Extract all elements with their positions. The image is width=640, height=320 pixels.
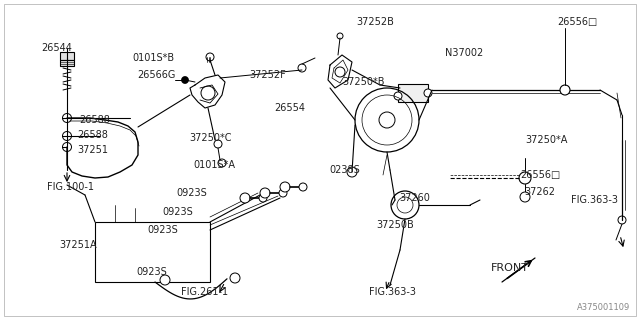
Text: 0101S*A: 0101S*A	[193, 160, 235, 170]
Circle shape	[299, 183, 307, 191]
Text: 37250*C: 37250*C	[189, 133, 232, 143]
Circle shape	[424, 89, 432, 97]
Text: 37250B: 37250B	[376, 220, 414, 230]
Text: 0923S: 0923S	[163, 207, 193, 217]
Text: 26556□: 26556□	[557, 17, 597, 27]
Bar	[60, 52, 74, 60]
Text: 26554: 26554	[275, 103, 305, 113]
Text: N37002: N37002	[445, 48, 483, 58]
Circle shape	[279, 189, 287, 197]
Text: 26588: 26588	[77, 130, 108, 140]
Text: 0923S: 0923S	[148, 225, 179, 235]
Text: 0238S: 0238S	[330, 165, 360, 175]
Circle shape	[560, 85, 570, 95]
Text: 0101S*B: 0101S*B	[132, 53, 174, 63]
Text: FIG.363-3: FIG.363-3	[570, 195, 618, 205]
Text: 26556□: 26556□	[520, 170, 560, 180]
Text: FRONT: FRONT	[491, 263, 529, 273]
Text: 0923S: 0923S	[136, 267, 168, 277]
Bar	[60, 60, 74, 66]
Text: 26544: 26544	[42, 43, 72, 53]
Text: 37251A: 37251A	[59, 240, 97, 250]
Text: 37252F: 37252F	[250, 70, 286, 80]
Text: 37251: 37251	[77, 145, 109, 155]
Text: 0923S: 0923S	[177, 188, 207, 198]
Text: FIG.363-3: FIG.363-3	[369, 287, 417, 297]
Text: 37262: 37262	[525, 187, 556, 197]
Circle shape	[182, 76, 189, 84]
Circle shape	[259, 194, 267, 202]
Circle shape	[280, 182, 290, 192]
Text: FIG.100-1: FIG.100-1	[47, 182, 95, 192]
Text: 37252B: 37252B	[356, 17, 394, 27]
Text: 37260: 37260	[399, 193, 431, 203]
Circle shape	[520, 192, 530, 202]
Circle shape	[160, 275, 170, 285]
Bar	[398, 84, 428, 102]
Circle shape	[394, 92, 402, 100]
Circle shape	[230, 273, 240, 283]
Text: 37250*B: 37250*B	[343, 77, 385, 87]
Bar	[95, 222, 210, 282]
Circle shape	[519, 172, 531, 184]
Text: FIG.261-1: FIG.261-1	[181, 287, 228, 297]
Circle shape	[240, 193, 250, 203]
Text: 26566G: 26566G	[137, 70, 175, 80]
Text: 26588: 26588	[79, 115, 111, 125]
Circle shape	[260, 188, 270, 198]
Text: A375001109: A375001109	[577, 303, 630, 312]
Text: 37250*A: 37250*A	[525, 135, 567, 145]
